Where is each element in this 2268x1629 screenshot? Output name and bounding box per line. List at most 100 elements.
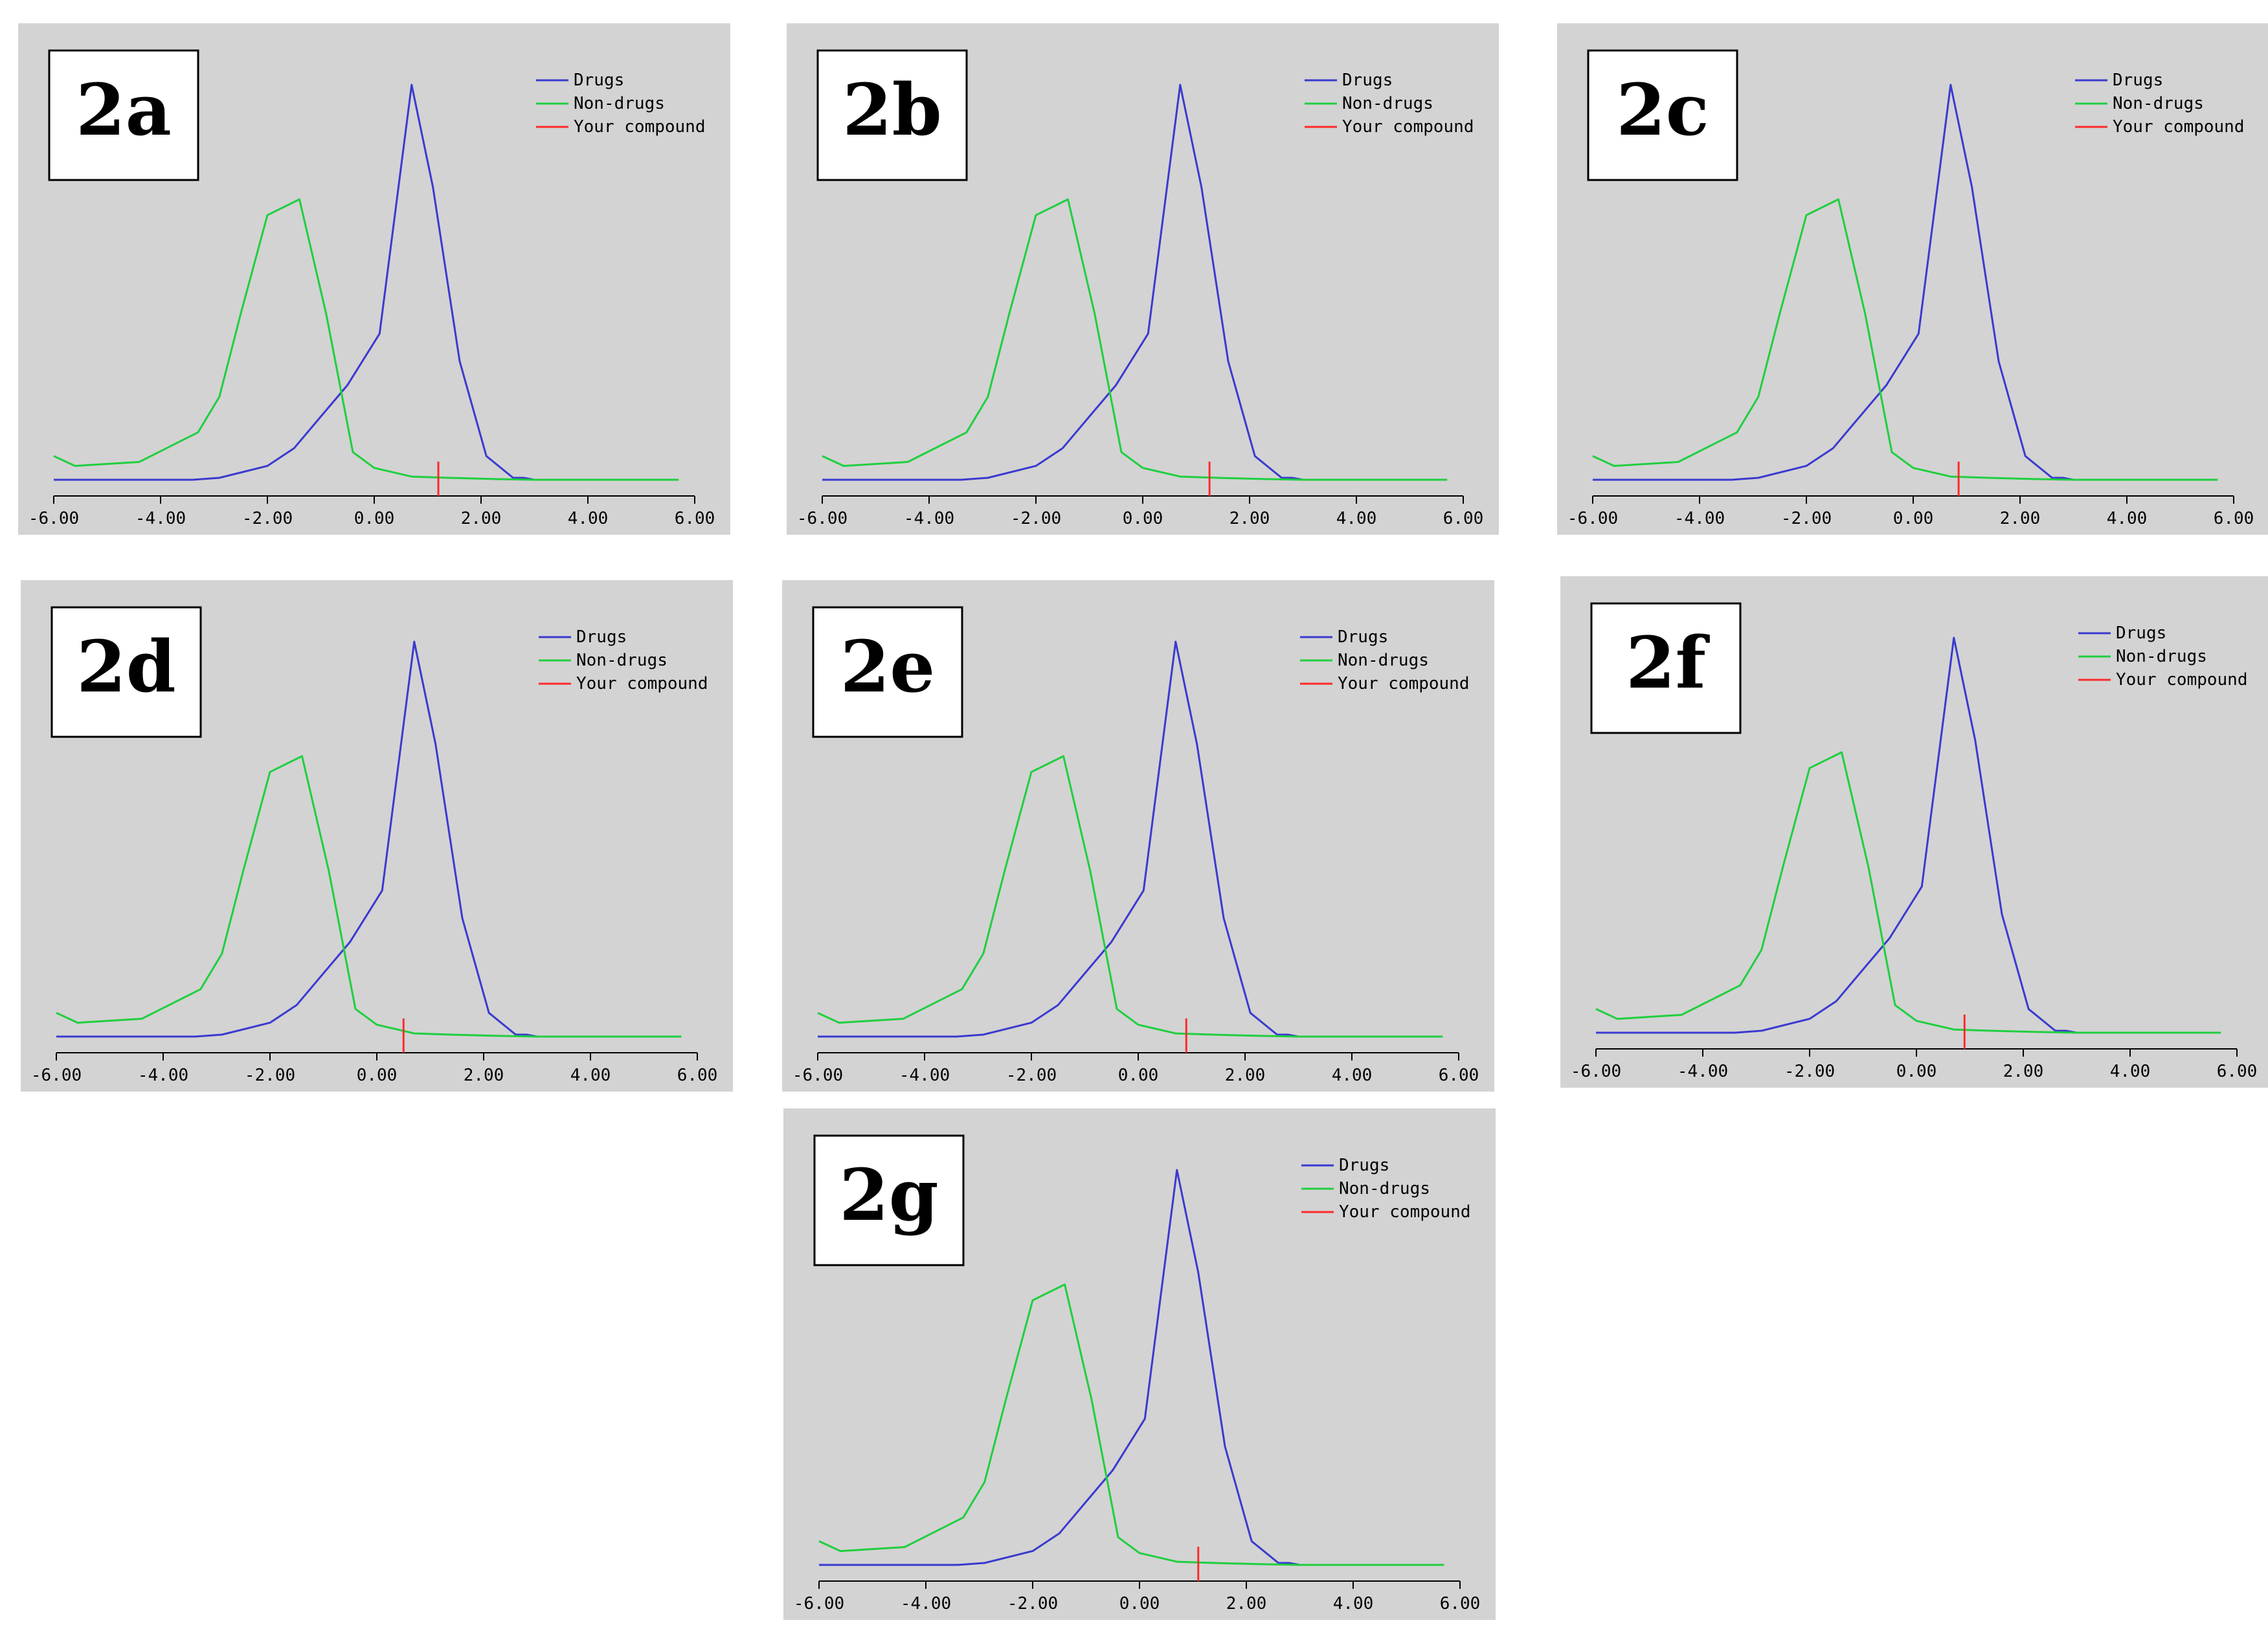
x-tick-label: 6.00	[1439, 1066, 1479, 1085]
chart-panel-2a: -6.00 -4.00 -2.00 0.00 2.00 4.00 6.00 Drugs Non-…	[18, 23, 730, 535]
x-tick-label: -4.00	[1678, 1062, 1728, 1081]
series-line-drugs	[819, 1169, 1300, 1566]
x-tick-label: -4.00	[899, 1066, 950, 1085]
legend-label: Your compound	[1339, 1202, 1471, 1222]
x-tick-label: -4.00	[904, 509, 954, 528]
panel-label: 2f	[1626, 621, 1711, 704]
x-tick-label: -6.00	[794, 1594, 844, 1613]
panel-label-box	[1590, 602, 1742, 734]
x-tick-label: 4.00	[1332, 1066, 1373, 1085]
x-tick-label: 6.00	[1443, 509, 1484, 528]
legend-label: Non-drugs	[1342, 94, 1433, 113]
chart-svg: -6.00 -4.00 -2.00 0.00 2.00 4.00 6.00 Drugs Non-…	[1557, 23, 2268, 535]
x-tick-label: -2.00	[245, 1066, 295, 1085]
x-tick-label: -4.00	[138, 1066, 188, 1085]
legend-label: Drugs	[1338, 627, 1388, 647]
chart-svg: -6.00 -4.00 -2.00 0.00 2.00 4.00 6.00 Drugs Non-…	[1560, 576, 2268, 1088]
legend-label: Your compound	[576, 674, 708, 693]
x-tick-label: 4.00	[570, 1066, 611, 1085]
legend-label: Non-drugs	[2113, 94, 2204, 113]
chart-svg: -6.00 -4.00 -2.00 0.00 2.00 4.00 6.00 Drugs Non-…	[21, 580, 733, 1092]
x-tick-label: 0.00	[357, 1066, 398, 1085]
series-line-non-drugs	[1595, 751, 2221, 1034]
panel-label-box	[48, 49, 199, 181]
legend-label: Non-drugs	[2116, 647, 2207, 666]
chart-panel-2b: -6.00 -4.00 -2.00 0.00 2.00 4.00 6.00 Drugs Non-…	[787, 23, 1499, 535]
x-tick-label: 0.00	[1123, 509, 1163, 528]
x-tick-label: 2.00	[2000, 509, 2041, 528]
legend-label: Non-drugs	[1338, 651, 1429, 670]
legend-label: Drugs	[576, 627, 627, 647]
x-tick-label: -4.00	[1674, 509, 1725, 528]
x-tick-label: 4.00	[2110, 1062, 2151, 1081]
x-tick-label: -6.00	[28, 509, 79, 528]
x-tick-label: 6.00	[677, 1066, 718, 1085]
panel-label: 2a	[76, 68, 172, 152]
x-tick-label: 6.00	[2214, 509, 2254, 528]
series-line-non-drugs	[56, 755, 682, 1038]
chart-svg: -6.00 -4.00 -2.00 0.00 2.00 4.00 6.00 Drugs Non-…	[782, 580, 1494, 1092]
series-line-non-drugs	[817, 755, 1443, 1038]
chart-svg: -6.00 -4.00 -2.00 0.00 2.00 4.00 6.00 Drugs Non-…	[18, 23, 730, 535]
panel-label-box	[812, 606, 963, 738]
chart-panel-2d: -6.00 -4.00 -2.00 0.00 2.00 4.00 6.00 Drugs Non-…	[21, 580, 733, 1092]
panel-label: 2e	[840, 625, 936, 708]
x-tick-label: 6.00	[675, 509, 715, 528]
legend-label: Drugs	[1339, 1156, 1389, 1175]
panel-label: 2b	[842, 68, 941, 152]
legend-label: Drugs	[1342, 71, 1393, 90]
x-tick-label: 2.00	[461, 509, 502, 528]
series-line-non-drugs	[822, 198, 1448, 481]
x-tick-label: -4.00	[135, 509, 186, 528]
legend-label: Your compound	[2116, 670, 2248, 690]
x-tick-label: 4.00	[1336, 509, 1377, 528]
chart-panel-2e: -6.00 -4.00 -2.00 0.00 2.00 4.00 6.00 Drugs Non-…	[782, 580, 1494, 1092]
chart-svg: -6.00 -4.00 -2.00 0.00 2.00 4.00 6.00 Drugs Non-…	[783, 1108, 1496, 1620]
chart-panel-2f: -6.00 -4.00 -2.00 0.00 2.00 4.00 6.00 Drugs Non-…	[1560, 576, 2268, 1088]
x-tick-label: -6.00	[1567, 509, 1618, 528]
x-tick-label: 4.00	[2107, 509, 2148, 528]
x-tick-label: -2.00	[1007, 1594, 1058, 1613]
series-line-non-drugs	[818, 1283, 1444, 1566]
x-tick-label: 4.00	[568, 509, 609, 528]
chart-svg: -6.00 -4.00 -2.00 0.00 2.00 4.00 6.00 Drugs Non-…	[787, 23, 1499, 535]
x-tick-label: -2.00	[1011, 509, 1061, 528]
x-tick-label: -6.00	[797, 509, 848, 528]
x-tick-label: 2.00	[1229, 509, 1270, 528]
x-tick-label: 6.00	[1440, 1594, 1481, 1613]
legend-label: Non-drugs	[574, 94, 665, 113]
x-tick-label: -4.00	[901, 1594, 951, 1613]
legend-label: Drugs	[2113, 71, 2163, 90]
x-tick-label: -6.00	[792, 1066, 843, 1085]
x-tick-label: 2.00	[2003, 1062, 2044, 1081]
series-line-drugs	[56, 640, 537, 1038]
x-tick-label: 0.00	[354, 509, 395, 528]
legend-label: Your compound	[1342, 117, 1474, 137]
x-tick-label: 0.00	[1893, 509, 1934, 528]
chart-panel-2g: -6.00 -4.00 -2.00 0.00 2.00 4.00 6.00 Drugs Non-…	[783, 1108, 1496, 1620]
x-tick-label: -2.00	[242, 509, 293, 528]
x-tick-label: -2.00	[1784, 1062, 1835, 1081]
x-tick-label: 0.00	[1119, 1594, 1160, 1613]
legend-label: Non-drugs	[1339, 1179, 1430, 1198]
series-line-drugs	[1596, 636, 2077, 1034]
legend-label: Drugs	[574, 71, 624, 90]
x-tick-label: -6.00	[31, 1066, 82, 1085]
series-line-non-drugs	[53, 198, 679, 481]
x-tick-label: 4.00	[1333, 1594, 1374, 1613]
series-line-drugs	[54, 84, 535, 481]
legend-label: Your compound	[1338, 674, 1470, 693]
x-tick-label: -2.00	[1006, 1066, 1057, 1085]
panel-label: 2g	[839, 1153, 938, 1237]
series-line-drugs	[818, 640, 1299, 1038]
x-tick-label: 2.00	[1225, 1066, 1266, 1085]
x-tick-label: -6.00	[1571, 1062, 1621, 1081]
legend-label: Non-drugs	[576, 651, 668, 670]
x-tick-label: -2.00	[1781, 509, 1832, 528]
panel-label-box	[816, 49, 968, 181]
panel-label: 2c	[1616, 68, 1709, 152]
series-line-non-drugs	[1592, 198, 2218, 481]
x-tick-label: 2.00	[1226, 1594, 1267, 1613]
panel-label-box	[813, 1134, 965, 1266]
legend-label: Your compound	[574, 117, 706, 137]
